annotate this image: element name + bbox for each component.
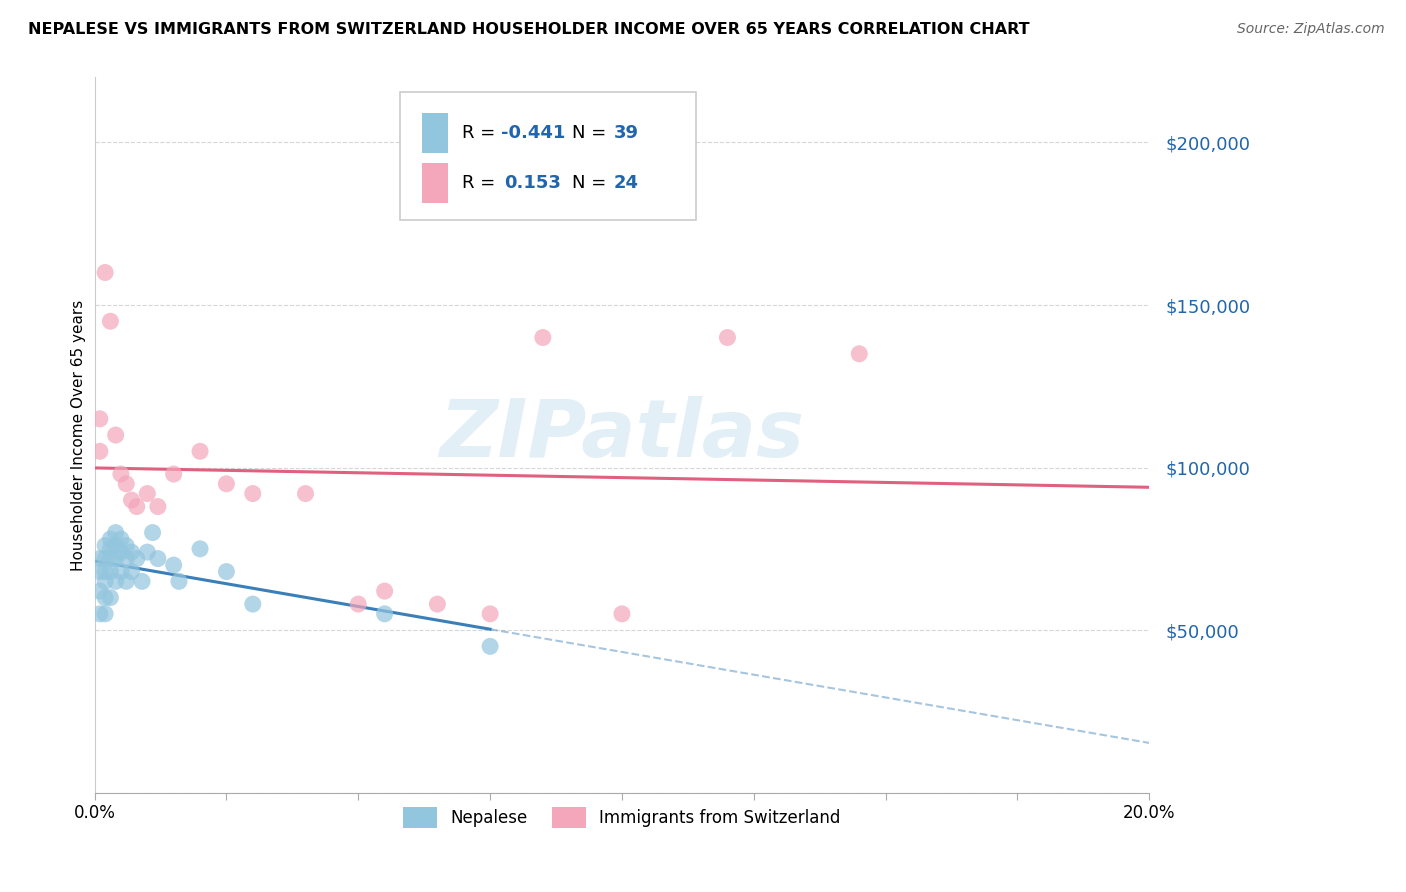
Point <box>610 607 633 621</box>
Point <box>100 532 122 546</box>
Point <box>104 574 127 589</box>
Point <box>121 545 143 559</box>
Point <box>215 565 238 579</box>
Point <box>121 565 143 579</box>
Text: 24: 24 <box>613 174 638 193</box>
Point <box>163 558 186 573</box>
Point <box>89 551 111 566</box>
Point <box>479 640 502 654</box>
Point <box>716 330 738 344</box>
Point <box>89 607 111 621</box>
Point <box>89 584 111 599</box>
Text: NEPALESE VS IMMIGRANTS FROM SWITZERLAND HOUSEHOLDER INCOME OVER 65 YEARS CORRELA: NEPALESE VS IMMIGRANTS FROM SWITZERLAND … <box>28 22 1029 37</box>
Point <box>104 525 127 540</box>
Point <box>242 486 264 500</box>
Point <box>104 551 127 566</box>
Point <box>110 532 132 546</box>
Point <box>125 500 148 514</box>
Point <box>374 584 396 599</box>
FancyBboxPatch shape <box>422 113 449 153</box>
Point <box>374 607 396 621</box>
Point <box>121 493 143 508</box>
Point <box>100 551 122 566</box>
Point <box>89 565 111 579</box>
Point <box>94 565 117 579</box>
Point <box>94 574 117 589</box>
FancyBboxPatch shape <box>401 92 696 220</box>
Point <box>94 591 117 605</box>
Text: ZIPatlas: ZIPatlas <box>440 396 804 474</box>
Text: 0.153: 0.153 <box>503 174 561 193</box>
Point <box>294 486 316 500</box>
Point <box>146 500 169 514</box>
Point <box>188 444 211 458</box>
Point <box>89 444 111 458</box>
Point <box>94 607 117 621</box>
Point <box>100 541 122 556</box>
Point <box>347 597 370 611</box>
Point <box>426 597 449 611</box>
Point <box>100 565 122 579</box>
Point <box>188 541 211 556</box>
Point <box>242 597 264 611</box>
Text: 39: 39 <box>613 124 638 142</box>
Text: -0.441: -0.441 <box>501 124 565 142</box>
Point <box>115 551 138 566</box>
Point <box>110 565 132 579</box>
Legend: Nepalese, Immigrants from Switzerland: Nepalese, Immigrants from Switzerland <box>396 801 846 834</box>
Point <box>115 539 138 553</box>
Point <box>136 545 159 559</box>
Point <box>89 411 111 425</box>
Point <box>110 545 132 559</box>
Point <box>100 314 122 328</box>
Text: N =: N = <box>572 124 613 142</box>
Text: R =: R = <box>461 124 501 142</box>
Y-axis label: Householder Income Over 65 years: Householder Income Over 65 years <box>72 300 86 571</box>
Point <box>94 551 117 566</box>
Point <box>125 551 148 566</box>
Point <box>146 551 169 566</box>
Point <box>115 476 138 491</box>
Point <box>115 574 138 589</box>
Point <box>167 574 190 589</box>
Point <box>94 265 117 279</box>
Point <box>142 525 165 540</box>
Point <box>136 486 159 500</box>
Text: R =: R = <box>461 174 501 193</box>
Point <box>104 539 127 553</box>
Point <box>94 539 117 553</box>
Text: Source: ZipAtlas.com: Source: ZipAtlas.com <box>1237 22 1385 37</box>
Point <box>110 467 132 481</box>
Point <box>215 476 238 491</box>
Point <box>100 591 122 605</box>
Point <box>479 607 502 621</box>
Text: N =: N = <box>572 174 613 193</box>
Point <box>531 330 554 344</box>
Point <box>104 428 127 442</box>
Point <box>163 467 186 481</box>
Point <box>131 574 153 589</box>
FancyBboxPatch shape <box>422 163 449 202</box>
Point <box>848 347 870 361</box>
